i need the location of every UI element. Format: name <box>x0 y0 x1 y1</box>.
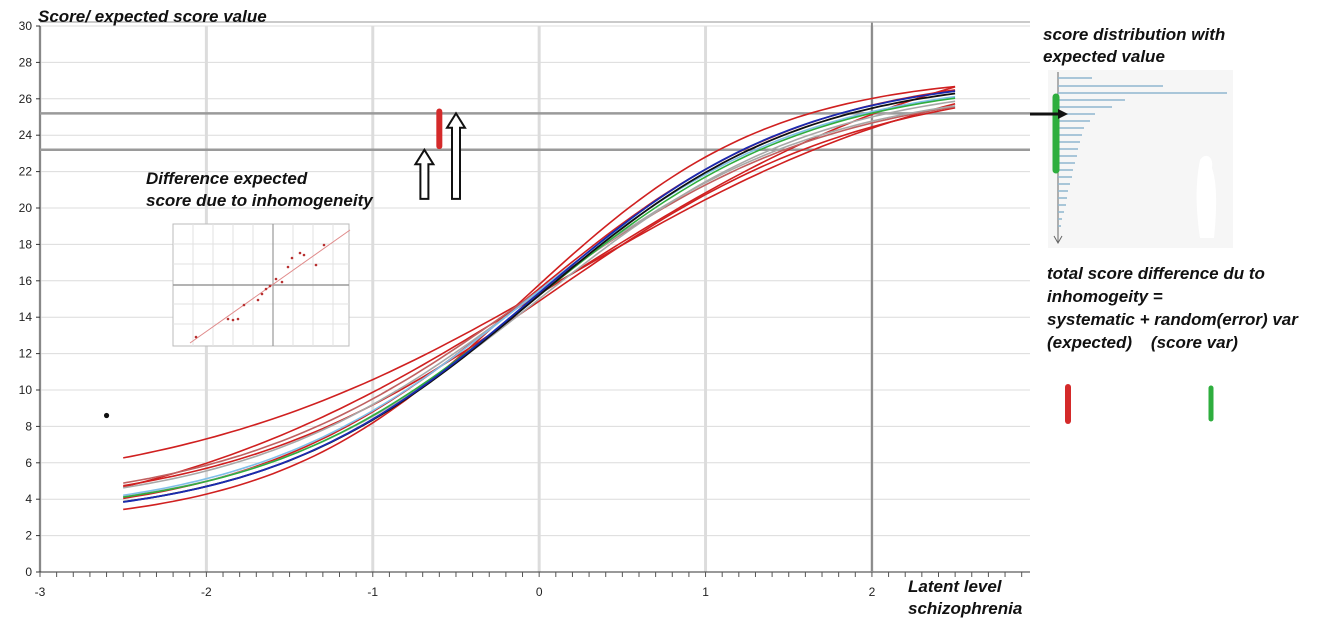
curve-line-2 <box>123 107 956 487</box>
y-tick-label: 30 <box>19 19 33 33</box>
x-tick-label: 2 <box>869 585 876 599</box>
y-tick-label: 6 <box>25 456 32 470</box>
x-tick-label: -3 <box>35 585 46 599</box>
y-tick-label: 14 <box>19 310 33 324</box>
y-tick-label: 24 <box>19 128 33 142</box>
y-tick-label: 22 <box>19 165 33 179</box>
x-axis-title-line-1: Latent level <box>908 577 1002 596</box>
distribution-annotation-line-1: score distribution with <box>1043 25 1226 44</box>
y-tick-label: 0 <box>25 565 32 579</box>
data-point <box>103 412 110 419</box>
y-tick-label: 12 <box>19 347 33 361</box>
x-tick-label: -2 <box>201 585 212 599</box>
y-tick-label: 8 <box>25 419 32 433</box>
x-ticks: -3 -2 -1 0 1 2 <box>35 572 1023 599</box>
y-tick-label: 26 <box>19 92 33 106</box>
total-annotation-line-4: (expected) (score var) <box>1047 333 1238 352</box>
curve-line-1 <box>123 85 956 511</box>
y-tick-label: 2 <box>25 529 32 543</box>
x-axis-title-line-2: schizophrenia <box>908 599 1023 618</box>
curve-line-8 <box>123 95 956 497</box>
total-annotation-line-3: systematic + random(error) var <box>1047 310 1298 329</box>
curve-line-11 <box>123 90 956 503</box>
distribution-annotation-line-2: expected value <box>1043 47 1165 66</box>
x-axis-title: Latent level schizophrenia <box>908 576 1022 620</box>
axes <box>39 26 1030 573</box>
y-axis-title: Score/ expected score value <box>38 7 267 26</box>
up-arrow <box>413 147 436 200</box>
difference-annotation: Difference expected score due to inhomog… <box>146 168 373 212</box>
x-tick-label: 0 <box>536 585 543 599</box>
distribution-annotation: score distribution with expected value <box>1043 24 1225 68</box>
y-tick-label: 10 <box>19 383 33 397</box>
markers <box>413 108 467 200</box>
variance-legend-marks <box>1065 384 1214 424</box>
difference-annotation-line-1: Difference expected <box>146 169 308 188</box>
score-distribution-panel <box>1030 70 1233 248</box>
total-annotation-line-1: total score difference du to <box>1047 264 1265 283</box>
total-score-annotation: total score difference du to inhomogeity… <box>1047 262 1298 354</box>
difference-annotation-line-2: score due to inhomogeneity <box>146 191 373 210</box>
points <box>103 412 110 419</box>
up-arrow <box>445 111 467 200</box>
x-tick-label: 1 <box>702 585 709 599</box>
y-tick-label: 18 <box>19 237 33 251</box>
x-tick-label: -1 <box>367 585 378 599</box>
inset-scatter-plot <box>172 223 351 347</box>
y-tick-label: 28 <box>19 55 33 69</box>
y-tick-label: 20 <box>19 201 33 215</box>
curves <box>123 85 956 511</box>
y-tick-label: 16 <box>19 274 33 288</box>
y-tick-label: 4 <box>25 492 32 506</box>
total-annotation-line-2: inhomogeity = <box>1047 287 1163 306</box>
